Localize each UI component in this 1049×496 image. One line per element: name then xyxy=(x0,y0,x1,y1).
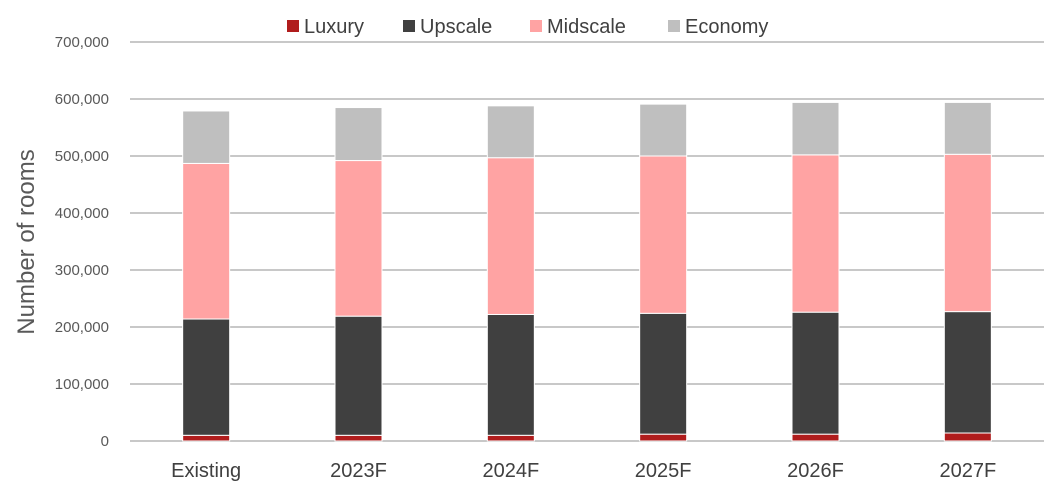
bar-segment-midscale xyxy=(182,162,231,320)
gridlines xyxy=(130,41,1044,442)
y-tick-label: 400,000 xyxy=(55,205,109,222)
legend-label-economy: Economy xyxy=(685,16,768,38)
bar-segment-midscale xyxy=(791,154,840,313)
bar-segment-luxury xyxy=(182,434,231,442)
bar-segment-economy xyxy=(334,107,383,162)
bar-segment-midscale xyxy=(486,157,535,315)
legend-swatch-luxury xyxy=(287,20,299,32)
y-tick-label: 700,000 xyxy=(55,34,109,51)
y-tick-label: 600,000 xyxy=(55,91,109,108)
bar-segment-upscale xyxy=(486,313,535,436)
x-axis-categories: Existing 2023F 2024F 2025F 2026F 2027F xyxy=(171,460,996,482)
bar-segment-economy xyxy=(791,101,840,156)
bar-segment-upscale xyxy=(639,312,688,435)
y-axis-title: Number of rooms xyxy=(13,149,40,334)
y-tick-label: 0 xyxy=(101,433,109,450)
bar-segment-luxury xyxy=(486,434,535,442)
bar-segment-upscale xyxy=(791,311,840,435)
x-category-label: 2024F xyxy=(482,460,539,482)
bar-segment-luxury xyxy=(639,433,688,442)
x-category-label: 2025F xyxy=(635,460,692,482)
bar-segment-upscale xyxy=(943,311,992,434)
y-tick-label: 200,000 xyxy=(55,319,109,336)
bar-segment-upscale xyxy=(182,318,231,436)
x-category-label: 2026F xyxy=(787,460,844,482)
legend-label-upscale: Upscale xyxy=(420,16,492,38)
bar-segment-luxury xyxy=(943,432,992,442)
bar-segment-economy xyxy=(486,105,535,159)
legend-label-luxury: Luxury xyxy=(304,16,364,38)
y-axis-ticks: 0 100,000 200,000 300,000 400,000 500,000 600,… xyxy=(55,34,109,450)
x-category-label: 2027F xyxy=(939,460,996,482)
y-tick-label: 100,000 xyxy=(55,376,109,393)
bar-segment-economy xyxy=(943,101,992,155)
legend-label-midscale: Midscale xyxy=(547,16,626,38)
y-tick-label: 300,000 xyxy=(55,262,109,279)
bar-segment-luxury xyxy=(334,434,383,442)
legend-swatch-midscale xyxy=(530,20,542,32)
bar-segment-luxury xyxy=(791,433,840,442)
bar-segment-midscale xyxy=(334,160,383,317)
legend: Luxury Upscale Midscale Economy xyxy=(287,16,768,38)
bar-segment-economy xyxy=(639,103,688,157)
x-category-label: Existing xyxy=(171,460,241,482)
bar-segment-midscale xyxy=(639,155,688,314)
legend-swatch-upscale xyxy=(403,20,415,32)
x-category-label: 2023F xyxy=(330,460,387,482)
bar-segment-upscale xyxy=(334,315,383,436)
legend-swatch-economy xyxy=(668,20,680,32)
y-tick-label: 500,000 xyxy=(55,148,109,165)
bar-segment-economy xyxy=(182,110,231,164)
bars xyxy=(182,101,992,442)
bar-segment-midscale xyxy=(943,153,992,313)
